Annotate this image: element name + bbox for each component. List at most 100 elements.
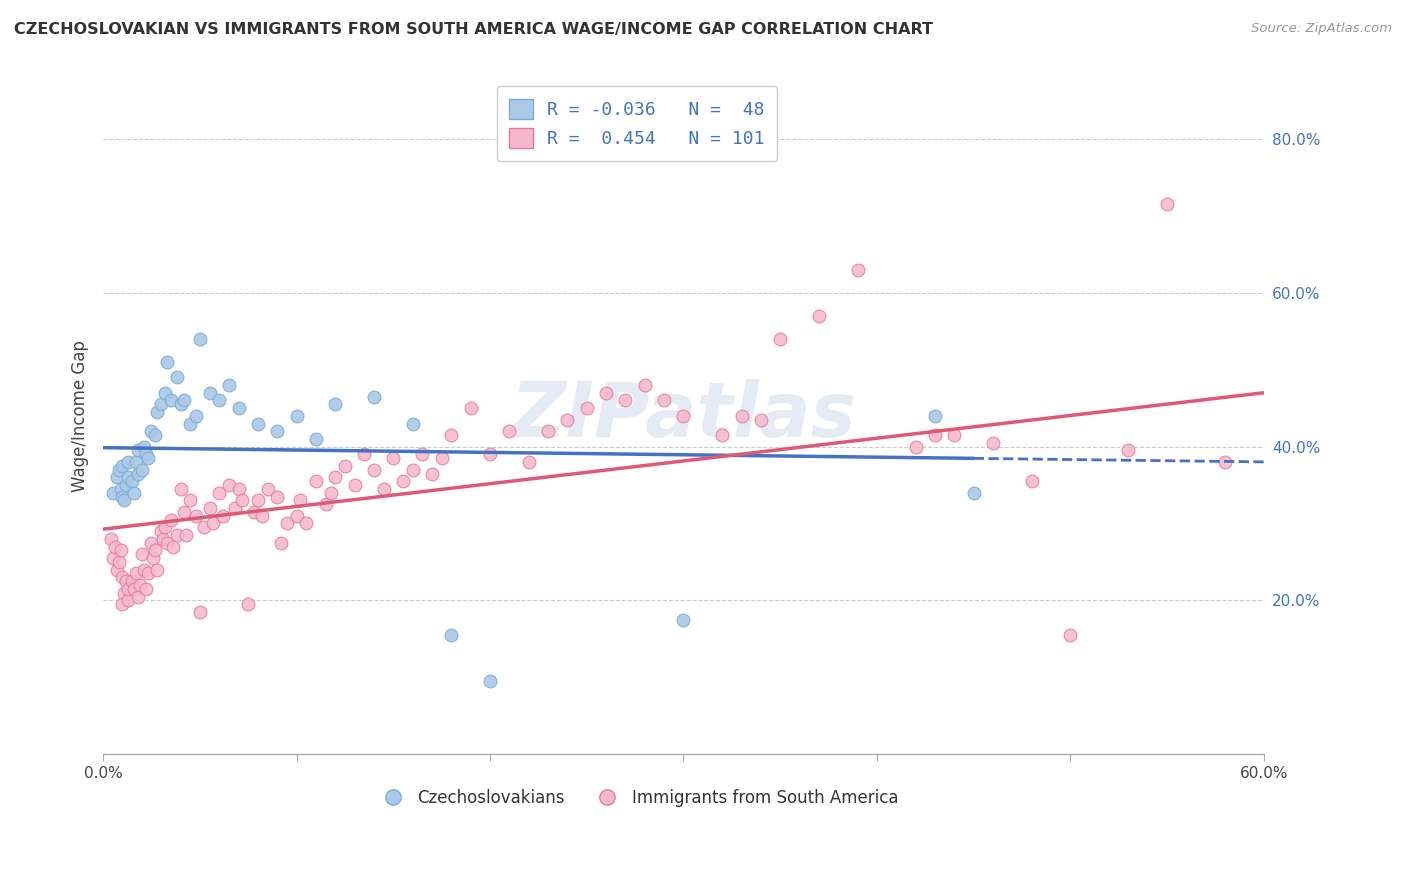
Point	[218, 478, 240, 492]
Point	[243, 505, 266, 519]
Point	[963, 485, 986, 500]
Point	[173, 505, 195, 519]
Point	[333, 458, 356, 473]
Point	[218, 378, 240, 392]
Point	[231, 493, 253, 508]
Point	[315, 497, 337, 511]
Point	[111, 490, 134, 504]
Point	[156, 355, 179, 369]
Point	[614, 393, 637, 408]
Point	[117, 582, 139, 596]
Point	[156, 535, 179, 549]
Point	[127, 590, 149, 604]
Point	[401, 417, 423, 431]
Point	[321, 485, 343, 500]
Point	[150, 524, 173, 538]
Point	[198, 385, 221, 400]
Point	[141, 424, 163, 438]
Point	[153, 385, 176, 400]
Point	[224, 501, 246, 516]
Point	[1021, 474, 1043, 488]
Point	[142, 551, 165, 566]
Point	[101, 485, 124, 500]
Point	[420, 467, 443, 481]
Point	[440, 428, 463, 442]
Point	[353, 447, 375, 461]
Point	[146, 405, 169, 419]
Point	[711, 428, 734, 442]
Point	[105, 470, 128, 484]
Point	[115, 574, 138, 589]
Point	[105, 563, 128, 577]
Point	[135, 582, 157, 596]
Point	[188, 605, 211, 619]
Point	[1059, 628, 1081, 642]
Point	[127, 467, 149, 481]
Point	[373, 482, 395, 496]
Point	[111, 458, 134, 473]
Point	[143, 428, 166, 442]
Point	[228, 401, 250, 416]
Point	[411, 447, 433, 461]
Point	[110, 543, 132, 558]
Point	[131, 547, 153, 561]
Point	[363, 390, 385, 404]
Point	[136, 451, 159, 466]
Point	[749, 412, 772, 426]
Point	[143, 543, 166, 558]
Point	[382, 451, 405, 466]
Point	[846, 262, 869, 277]
Point	[924, 409, 946, 423]
Point	[111, 597, 134, 611]
Point	[904, 440, 927, 454]
Point	[1156, 197, 1178, 211]
Point	[401, 463, 423, 477]
Point	[595, 385, 617, 400]
Point	[652, 393, 675, 408]
Point	[238, 597, 260, 611]
Point	[575, 401, 598, 416]
Point	[166, 528, 188, 542]
Point	[228, 482, 250, 496]
Point	[672, 409, 695, 423]
Point	[127, 443, 149, 458]
Text: Source: ZipAtlas.com: Source: ZipAtlas.com	[1251, 22, 1392, 36]
Point	[305, 432, 328, 446]
Point	[460, 401, 482, 416]
Point	[101, 551, 124, 566]
Point	[266, 490, 288, 504]
Point	[198, 501, 221, 516]
Point	[981, 435, 1004, 450]
Point	[440, 628, 463, 642]
Point	[188, 332, 211, 346]
Point	[117, 455, 139, 469]
Point	[100, 532, 122, 546]
Point	[107, 555, 129, 569]
Point	[122, 485, 145, 500]
Point	[122, 582, 145, 596]
Point	[184, 409, 207, 423]
Point	[250, 508, 273, 523]
Point	[160, 393, 183, 408]
Point	[208, 393, 231, 408]
Point	[305, 474, 328, 488]
Point	[121, 574, 143, 589]
Point	[246, 493, 269, 508]
Point	[141, 535, 163, 549]
Point	[111, 570, 134, 584]
Point	[807, 309, 830, 323]
Point	[193, 520, 215, 534]
Point	[160, 513, 183, 527]
Point	[176, 528, 198, 542]
Point	[343, 478, 366, 492]
Point	[285, 508, 308, 523]
Point	[173, 393, 195, 408]
Point	[479, 447, 502, 461]
Point	[276, 516, 298, 531]
Point	[146, 563, 169, 577]
Point	[392, 474, 415, 488]
Point	[162, 540, 184, 554]
Point	[169, 397, 191, 411]
Text: CZECHOSLOVAKIAN VS IMMIGRANTS FROM SOUTH AMERICA WAGE/INCOME GAP CORRELATION CHA: CZECHOSLOVAKIAN VS IMMIGRANTS FROM SOUTH…	[14, 22, 934, 37]
Point	[430, 451, 453, 466]
